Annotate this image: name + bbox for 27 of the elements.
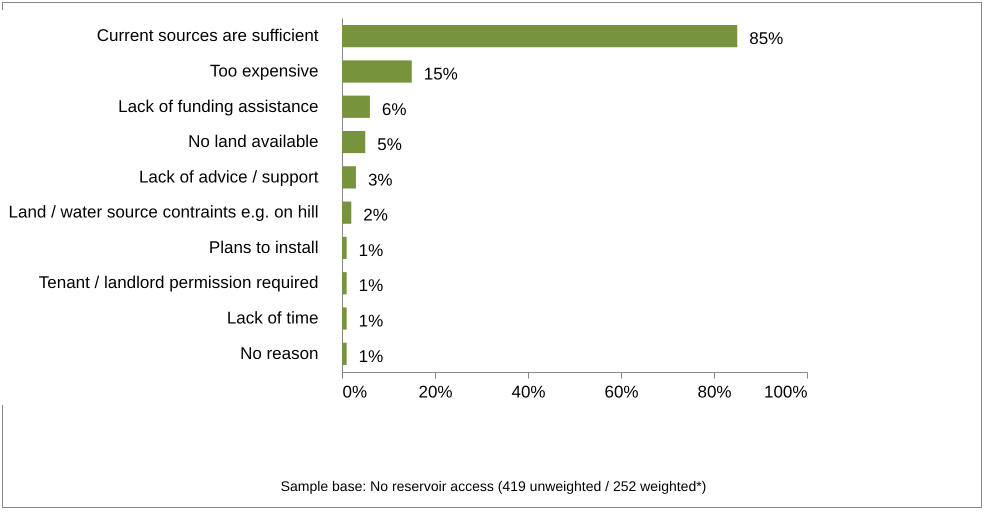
x-tick-label: 20% [418,382,453,402]
data-label: 1% [358,240,384,260]
data-label: 1% [358,312,384,331]
y-tick-label: Land / water source contraints e.g. on hill [8,202,318,222]
data-label: 5% [377,135,402,154]
x-tick-label: 40% [511,382,546,402]
data-label: 1% [358,276,384,296]
y-tick-label: Tenant / landlord permission required [38,273,318,292]
x-tick-label: 80% [697,382,732,402]
y-tick-label: Current sources are sufficient [96,26,319,46]
y-tick-label: No land available [188,132,318,152]
y-tick-label: Too expensive [210,61,318,80]
y-tick-label: No reason [240,344,318,363]
x-tick-label: 60% [604,382,639,402]
data-label: 1% [358,346,384,366]
y-tick-label: Lack of time [226,308,318,328]
x-tick-label: 0% [342,382,368,402]
data-label: 15% [424,64,458,84]
data-label: 3% [368,170,393,190]
data-label: 85% [749,29,784,48]
x-tick-label: 100% [764,382,808,402]
y-tick-label: Lack of funding assistance [118,96,318,116]
data-label: 2% [363,206,388,225]
data-label: 6% [382,100,406,119]
y-tick-label: Plans to install [208,238,318,257]
y-tick-label: Lack of advice / support [138,167,319,186]
text: Sample base: No reservoir access (419 unweighted / 252 weighted*) [280,478,708,494]
